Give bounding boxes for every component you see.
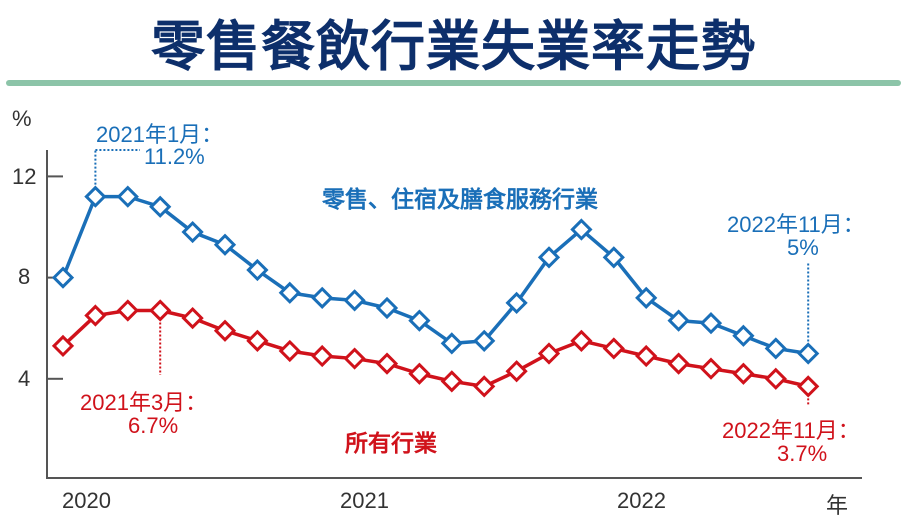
data-point-marker xyxy=(635,286,658,309)
data-point-marker xyxy=(699,312,723,335)
data-point-marker xyxy=(149,195,172,218)
annotation-text: 11.2% xyxy=(144,144,205,169)
data-point-marker xyxy=(667,352,690,375)
data-point-marker xyxy=(473,329,496,352)
y-tick-label: 8 xyxy=(18,264,31,289)
data-point-marker xyxy=(537,342,561,365)
x-tick-label: 2021 xyxy=(340,488,389,513)
data-point-marker xyxy=(246,258,269,282)
data-point-marker xyxy=(213,319,237,342)
data-point-marker xyxy=(278,281,301,304)
data-point-marker xyxy=(505,360,528,383)
data-point-marker xyxy=(343,347,366,370)
data-point-marker xyxy=(732,362,755,385)
data-point-marker xyxy=(764,367,787,390)
data-point-marker xyxy=(440,370,463,393)
annotation-text: 2021年3月： xyxy=(80,390,208,415)
data-point-marker xyxy=(181,220,204,244)
annotation-text: 3.7% xyxy=(777,441,828,466)
data-point-marker xyxy=(732,324,755,347)
data-point-marker xyxy=(246,329,269,352)
annotation-text: 2021年1月： xyxy=(96,122,224,147)
y-tick-label: 4 xyxy=(18,366,31,391)
data-point-marker xyxy=(213,233,237,256)
x-axis-unit: 年 xyxy=(826,493,849,518)
data-point-marker xyxy=(375,352,399,375)
title-divider xyxy=(6,80,901,86)
data-point-marker xyxy=(570,329,593,352)
x-tick-label: 2022 xyxy=(617,488,666,513)
annotation-text: 6.7% xyxy=(128,413,179,438)
data-point-marker xyxy=(537,246,561,269)
data-point-marker xyxy=(635,344,658,368)
data-point-marker xyxy=(51,334,75,358)
data-point-marker xyxy=(84,185,107,208)
data-point-marker xyxy=(84,304,107,327)
series-line xyxy=(61,194,809,356)
data-point-marker xyxy=(797,375,820,398)
data-point-marker xyxy=(797,342,820,365)
annotation-text: 2022年11月： xyxy=(722,418,860,443)
legend-label-retail: 零售、住宿及膳食服務行業 xyxy=(322,186,598,212)
data-point-marker xyxy=(408,309,431,332)
data-point-marker xyxy=(278,339,301,363)
data-point-marker xyxy=(375,296,399,320)
data-point-marker xyxy=(311,286,334,309)
data-point-marker xyxy=(602,337,625,360)
data-point-marker xyxy=(473,375,496,398)
data-point-marker xyxy=(570,218,593,241)
y-axis-unit: % xyxy=(12,106,32,131)
data-point-marker xyxy=(311,344,334,368)
data-point-marker xyxy=(116,299,139,322)
x-tick-label: 2020 xyxy=(62,488,111,513)
annotation-text: 2022年11月： xyxy=(727,212,865,237)
chart-title: 零售餐飲行業失業率走勢 xyxy=(151,14,756,78)
legend-label-all: 所有行業 xyxy=(345,430,437,456)
data-point-marker xyxy=(667,309,690,332)
data-point-marker xyxy=(116,185,139,208)
data-point-marker xyxy=(149,299,172,322)
data-point-marker xyxy=(602,246,625,269)
data-point-marker xyxy=(699,357,723,380)
data-point-marker xyxy=(343,289,366,312)
data-point-marker xyxy=(51,266,75,289)
data-point-marker xyxy=(408,362,431,385)
data-point-marker xyxy=(764,337,787,360)
y-tick-label: 12 xyxy=(12,164,37,189)
data-point-marker xyxy=(505,291,528,315)
data-point-marker xyxy=(181,306,204,330)
annotation-text: 5% xyxy=(787,235,819,260)
data-point-marker xyxy=(440,332,463,355)
